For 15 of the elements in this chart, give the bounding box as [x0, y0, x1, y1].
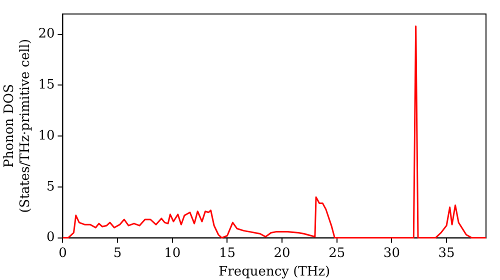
x-tick-label: 20 [274, 246, 290, 261]
y-tick-label: 10 [38, 128, 55, 144]
x-axis-title: Frequency (THz) [218, 264, 330, 280]
y-tick-label: 15 [38, 78, 55, 93]
y-tick-label: 5 [46, 179, 55, 194]
y-tick-label: 0 [46, 230, 55, 246]
x-tick-label: 0 [58, 246, 67, 261]
x-tick-label: 25 [328, 246, 346, 261]
x-tick-label: 35 [438, 246, 455, 261]
x-tick-label: 30 [383, 246, 400, 261]
y-tick-label: 20 [38, 26, 55, 42]
y-axis-title: Phonon DOS (States/THz·primitive cell) [2, 38, 33, 213]
x-tick-label: 10 [164, 246, 181, 261]
x-tick-label: 5 [113, 246, 122, 261]
x-tick-label: 15 [218, 246, 236, 261]
